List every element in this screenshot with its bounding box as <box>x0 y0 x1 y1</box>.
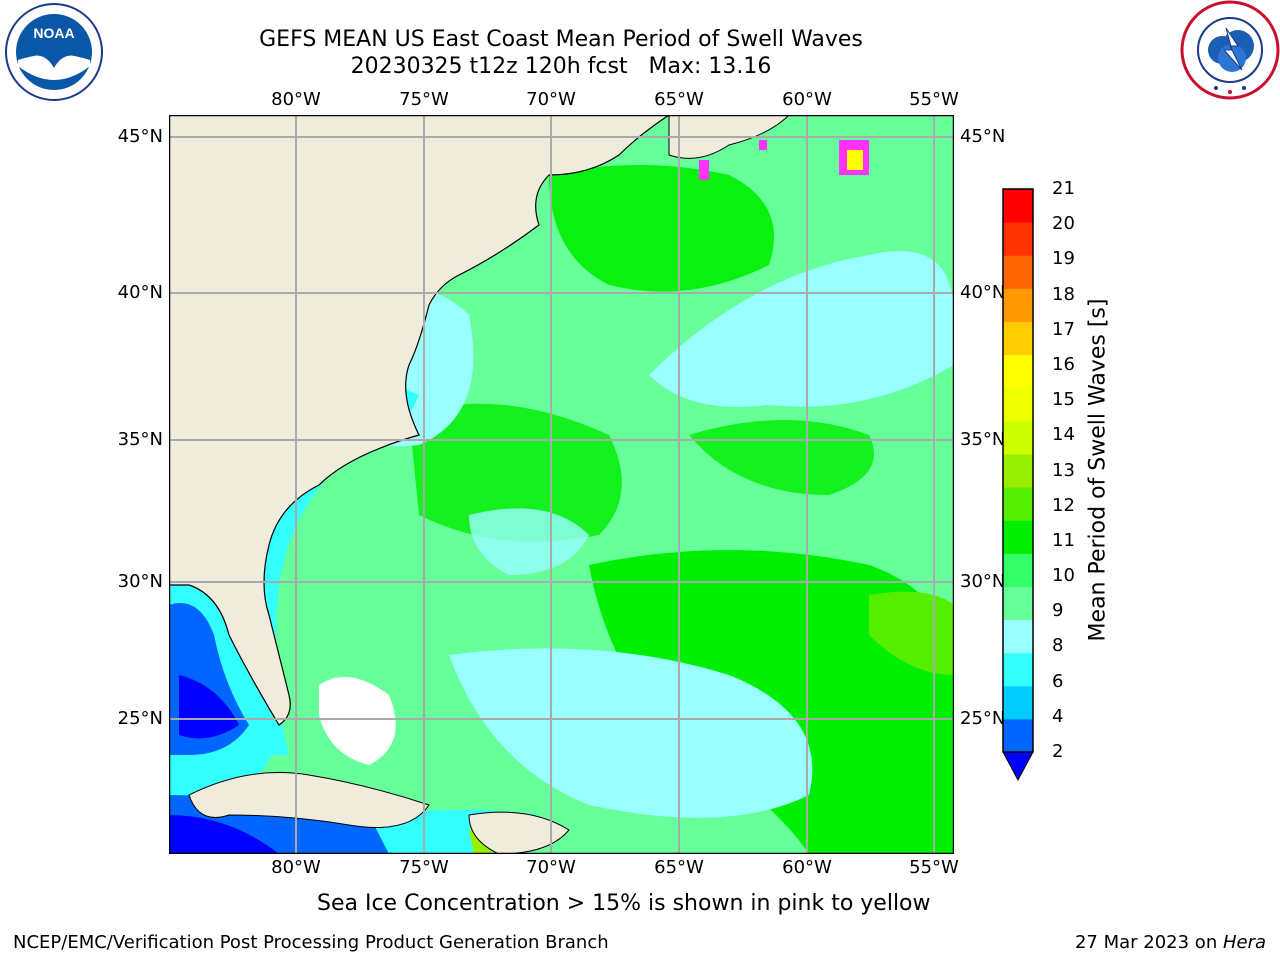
colorbar-tick-label: 4 <box>1052 705 1064 727</box>
lon-label-bottom: 55°W <box>909 857 959 878</box>
colorbar-segment <box>1003 420 1033 455</box>
lon-label-top: 80°W <box>271 89 321 110</box>
colorbar-tick-label: 10 <box>1052 565 1075 587</box>
footer-credit: NCEP/EMC/Verification Post Processing Pr… <box>13 932 609 953</box>
lon-label-bottom: 80°W <box>271 857 321 878</box>
colorbar-tick-label: 8 <box>1052 635 1064 657</box>
colorbar-segment <box>1003 685 1033 720</box>
lat-label-left: 30°N <box>117 571 163 592</box>
colorbar-tick-label: 12 <box>1052 494 1075 516</box>
lat-label-left: 35°N <box>117 429 163 450</box>
colorbar-segment <box>1003 354 1033 389</box>
lat-label-left: 45°N <box>117 126 163 147</box>
footer-host: Hera <box>1222 932 1266 953</box>
noaa-logo-text: NOAA <box>33 25 74 41</box>
nws-logo <box>1180 0 1280 100</box>
lon-label-top: 75°W <box>399 89 449 110</box>
colorbar-tick-label: 2 <box>1052 741 1064 762</box>
colorbar-tick-label: 9 <box>1052 600 1064 622</box>
colorbar-tick-label: 18 <box>1052 283 1075 305</box>
lon-label-top: 70°W <box>526 89 576 110</box>
plot-title-line1: GEFS MEAN US East Coast Mean Period of S… <box>259 27 863 52</box>
colorbar-tick-label: 14 <box>1052 424 1075 446</box>
colorbar-title: Mean Period of Swell Waves [s] <box>1085 298 1111 642</box>
lat-label-left: 40°N <box>117 282 163 303</box>
colorbar-extend-arrow <box>1002 751 1034 782</box>
swell-period-map <box>169 115 954 854</box>
colorbar-tick-label: 13 <box>1052 459 1075 481</box>
colorbar-segment <box>1003 586 1033 621</box>
lon-label-bottom: 60°W <box>782 857 832 878</box>
lat-label-right: 30°N <box>960 571 1006 592</box>
colorbar-segment <box>1003 321 1033 356</box>
lon-label-top: 65°W <box>654 89 704 110</box>
colorbar-tick-label: 6 <box>1052 670 1064 692</box>
colorbar <box>1002 188 1034 782</box>
colorbar-tick-label: 15 <box>1052 389 1075 411</box>
lon-label-bottom: 75°W <box>399 857 449 878</box>
colorbar-segment <box>1003 487 1033 521</box>
lat-label-left: 25°N <box>117 708 163 729</box>
lat-label-right: 25°N <box>960 708 1006 729</box>
colorbar-segment <box>1003 718 1033 753</box>
colorbar-segment <box>1003 652 1033 687</box>
lon-label-bottom: 65°W <box>654 857 704 878</box>
lon-label-bottom: 70°W <box>526 857 576 878</box>
sea-ice-note: Sea Ice Concentration > 15% is shown in … <box>317 891 931 916</box>
colorbar-segment <box>1003 619 1033 654</box>
footer-date: 27 Mar 2023 on Hera <box>1075 932 1266 954</box>
colorbar-tick-label: 21 <box>1052 178 1075 199</box>
colorbar-segment <box>1003 288 1033 322</box>
lat-label-right: 35°N <box>960 429 1006 450</box>
plot-title-line2: 20230325 t12z 120h fcst Max: 13.16 <box>350 54 772 79</box>
colorbar-segment <box>1003 189 1033 223</box>
colorbar-tick-label: 11 <box>1052 529 1075 551</box>
colorbar-tick-label: 16 <box>1052 353 1075 375</box>
colorbar-tick-label: 20 <box>1052 213 1075 235</box>
colorbar-segment <box>1003 553 1033 587</box>
colorbar-segment <box>1003 453 1033 488</box>
noaa-logo: NOAA <box>5 3 103 101</box>
colorbar-tick-label: 19 <box>1052 248 1075 270</box>
footer-date-text: 27 Mar 2023 on <box>1074 932 1223 953</box>
lon-label-top: 55°W <box>909 89 959 110</box>
colorbar-segment <box>1003 222 1033 256</box>
colorbar-tick-label: 17 <box>1052 318 1075 340</box>
colorbar-segment <box>1003 255 1033 289</box>
lat-label-right: 45°N <box>960 126 1006 147</box>
lat-label-right: 40°N <box>960 282 1006 303</box>
colorbar-segment <box>1003 520 1033 554</box>
lon-label-top: 60°W <box>782 89 832 110</box>
colorbar-segment <box>1003 387 1033 422</box>
